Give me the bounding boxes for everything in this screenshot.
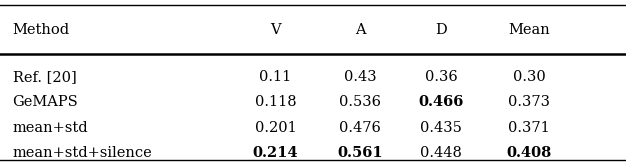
Text: 0.435: 0.435 <box>421 121 462 135</box>
Text: 0.561: 0.561 <box>337 147 382 160</box>
Text: 0.476: 0.476 <box>339 121 381 135</box>
Text: mean+std+silence: mean+std+silence <box>13 147 152 160</box>
Text: V: V <box>270 23 280 37</box>
Text: 0.36: 0.36 <box>425 70 458 84</box>
Text: 0.118: 0.118 <box>255 95 296 109</box>
Text: 0.466: 0.466 <box>419 95 464 109</box>
Text: 0.214: 0.214 <box>253 147 298 160</box>
Text: 0.408: 0.408 <box>506 147 552 160</box>
Text: D: D <box>436 23 447 37</box>
Text: 0.536: 0.536 <box>339 95 381 109</box>
Text: A: A <box>355 23 365 37</box>
Text: 0.371: 0.371 <box>508 121 550 135</box>
Text: 0.43: 0.43 <box>344 70 376 84</box>
Text: GeMAPS: GeMAPS <box>13 95 78 109</box>
Text: 0.30: 0.30 <box>513 70 545 84</box>
Text: mean+std: mean+std <box>13 121 88 135</box>
Text: 0.373: 0.373 <box>508 95 550 109</box>
Text: 0.11: 0.11 <box>259 70 292 84</box>
Text: Mean: Mean <box>508 23 550 37</box>
Text: 0.201: 0.201 <box>255 121 296 135</box>
Text: Method: Method <box>13 23 69 37</box>
Text: Ref. [20]: Ref. [20] <box>13 70 76 84</box>
Text: 0.448: 0.448 <box>421 147 462 160</box>
